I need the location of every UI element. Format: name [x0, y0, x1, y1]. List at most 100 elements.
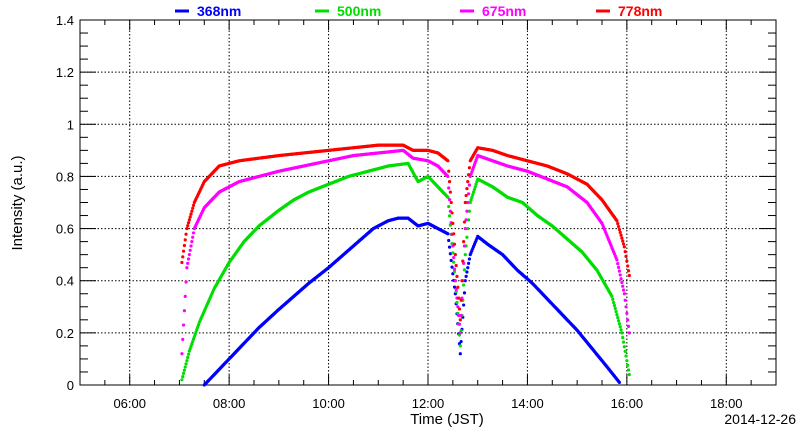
data-point	[464, 218, 468, 222]
data-point	[621, 335, 625, 340]
data-point	[447, 180, 452, 184]
data-point	[183, 294, 187, 298]
data-point	[473, 185, 477, 189]
y-tick-label: 0.8	[56, 169, 74, 184]
data-point	[187, 253, 191, 257]
data-point	[187, 218, 191, 222]
data-point	[180, 378, 184, 382]
y-tick-label: 1.2	[56, 65, 74, 80]
data-point	[189, 244, 193, 248]
data-point	[467, 218, 471, 222]
data-point	[624, 305, 628, 309]
data-point	[471, 193, 475, 197]
data-point	[470, 195, 474, 199]
data-point	[186, 261, 190, 265]
data-point	[615, 313, 619, 317]
data-point	[468, 200, 472, 205]
data-point	[617, 322, 622, 326]
data-point	[183, 238, 187, 242]
data-point	[625, 311, 629, 315]
data-point	[621, 284, 625, 288]
data-point	[447, 204, 451, 209]
data-point	[186, 224, 190, 228]
data-point	[186, 355, 190, 360]
data-point	[458, 352, 462, 356]
data-point	[461, 259, 465, 263]
data-point	[451, 251, 455, 255]
data-point	[621, 340, 626, 344]
data-point	[459, 298, 463, 302]
data-point	[623, 298, 627, 302]
data-point	[462, 303, 466, 307]
data-point	[184, 232, 188, 236]
data-point	[462, 244, 467, 248]
data-point	[616, 265, 621, 269]
data-point	[467, 183, 472, 187]
series-778nm	[180, 143, 631, 322]
grid	[80, 20, 776, 385]
data-point	[467, 257, 472, 261]
x-tick-labels: 06:00 08:00 10:00 12:00 14:00 16:00 18:00	[113, 396, 742, 411]
data-point	[454, 287, 458, 291]
data-point	[189, 212, 193, 216]
x-tick-label: 10:00	[312, 396, 345, 411]
data-point	[615, 258, 619, 262]
data-point	[617, 380, 622, 384]
data-point	[475, 180, 479, 184]
data-point	[182, 368, 186, 372]
data-point	[465, 270, 469, 274]
data-point	[453, 279, 457, 283]
series-675nm	[180, 148, 631, 356]
data-point	[450, 265, 454, 269]
data-point	[622, 245, 626, 249]
data-point	[624, 254, 628, 258]
data-point	[622, 345, 626, 349]
data-point	[188, 248, 192, 252]
data-point	[188, 215, 192, 219]
data-point	[447, 186, 451, 190]
data-point	[465, 187, 469, 191]
data-point	[447, 169, 451, 173]
data-point	[623, 349, 627, 353]
data-point	[622, 292, 626, 296]
data-point	[625, 259, 629, 263]
axis-ticks	[79, 19, 777, 386]
data-point	[455, 274, 459, 278]
data-point	[467, 166, 472, 170]
data-point	[466, 180, 470, 184]
data-point	[183, 365, 187, 369]
data-point	[458, 318, 462, 322]
data-point	[619, 328, 623, 332]
data-point	[447, 198, 452, 202]
data-point	[627, 273, 631, 278]
data-point	[459, 313, 463, 318]
data-point	[454, 263, 458, 268]
data-point	[182, 309, 186, 313]
data-point	[459, 339, 463, 344]
data-point	[452, 232, 456, 236]
data-point	[448, 190, 452, 194]
data-point	[453, 253, 457, 257]
x-tick-label: 14:00	[511, 396, 544, 411]
data-point	[446, 195, 450, 199]
data-point	[181, 337, 185, 341]
data-point	[452, 255, 456, 260]
data-point	[458, 344, 462, 348]
data-point	[616, 222, 620, 226]
y-tick-label: 0	[67, 378, 74, 393]
data-point	[612, 300, 616, 305]
data-point	[447, 238, 451, 243]
data-point	[190, 240, 194, 244]
data-point	[617, 227, 622, 232]
data-point	[618, 230, 622, 234]
data-point	[462, 291, 467, 295]
series-500nm	[180, 161, 631, 382]
data-point	[617, 269, 622, 273]
data-point	[626, 368, 631, 372]
data-point	[626, 318, 630, 322]
data-point	[458, 331, 462, 335]
data-point	[456, 305, 460, 309]
data-point	[616, 224, 621, 229]
data-point	[467, 261, 471, 265]
